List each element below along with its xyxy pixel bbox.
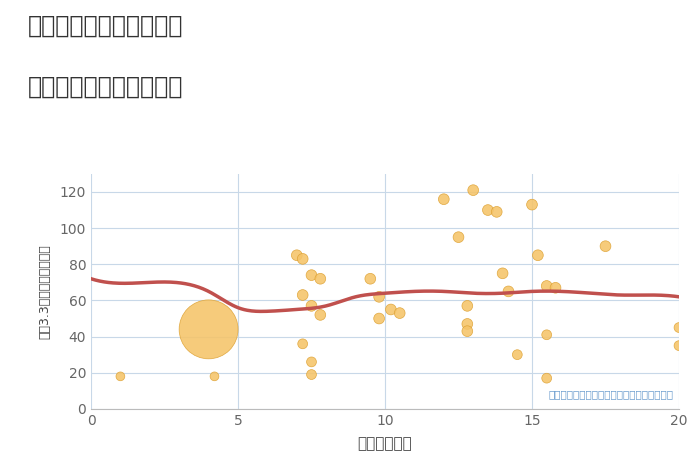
Point (306, 302, 317, 310)
Text: 埼玉県鶴ヶ島市共栄町の: 埼玉県鶴ヶ島市共栄町の (28, 14, 183, 38)
Point (497, 270, 508, 277)
Point (512, 351, 523, 359)
Point (482, 206, 493, 214)
Text: 駅距離別中古戸建て価格: 駅距離別中古戸建て価格 (28, 75, 183, 99)
Point (394, 309, 405, 317)
Point (297, 255, 308, 263)
Point (374, 293, 385, 301)
Point (385, 306, 396, 313)
Point (438, 196, 449, 203)
Point (209, 373, 220, 380)
X-axis label: 駅距離（分）: 駅距離（分） (358, 436, 412, 451)
Point (115, 373, 126, 380)
Point (306, 271, 317, 279)
Point (532, 251, 543, 259)
Point (453, 234, 464, 241)
Point (526, 201, 538, 208)
Point (491, 208, 503, 216)
Point (297, 340, 308, 348)
Point (550, 284, 561, 291)
Point (541, 331, 552, 338)
Point (291, 251, 302, 259)
Point (462, 328, 473, 335)
Point (306, 358, 317, 366)
Point (600, 243, 611, 250)
Point (374, 315, 385, 322)
Point (468, 187, 479, 194)
Text: 円の大きさは、取引のあった物件面積を示す: 円の大きさは、取引のあった物件面積を示す (548, 390, 673, 400)
Point (306, 371, 317, 378)
Point (503, 288, 514, 295)
Point (673, 342, 685, 349)
Point (315, 275, 326, 282)
Point (297, 291, 308, 299)
Point (462, 320, 473, 328)
Point (462, 302, 473, 310)
Point (203, 326, 214, 333)
Y-axis label: 坪（3.3㎡）単価（万円）: 坪（3.3㎡）単価（万円） (38, 244, 51, 339)
Point (315, 311, 326, 319)
Point (365, 275, 376, 282)
Point (541, 282, 552, 290)
Point (673, 324, 685, 331)
Point (541, 375, 552, 382)
